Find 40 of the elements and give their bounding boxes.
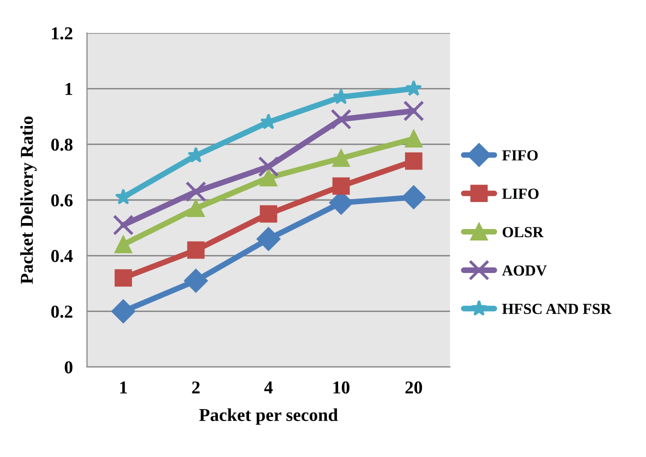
point — [111, 299, 136, 324]
x-tick-label: 4 — [264, 382, 273, 394]
point — [403, 100, 424, 122]
y-tick-label: 0.8 — [51, 138, 73, 151]
legend-label: FIFO — [502, 150, 538, 160]
point — [112, 214, 134, 236]
point — [256, 227, 280, 251]
legend-label: AODV — [502, 265, 547, 276]
y-tick-label: 0 — [64, 361, 72, 374]
point — [258, 156, 279, 178]
x-tick-label: 20 — [405, 381, 422, 394]
x-tick-label: 10 — [334, 381, 350, 394]
y-axis-title: Packet Delivery Ratio — [20, 116, 37, 284]
y-tick-label: 0.4 — [51, 250, 73, 262]
x-tick-label: 1 — [120, 382, 127, 394]
point — [332, 150, 350, 167]
point — [405, 130, 422, 148]
point — [332, 177, 350, 195]
point — [187, 241, 205, 259]
legend-label: LIFO — [502, 188, 539, 199]
y-tick-label: 1 — [66, 83, 72, 95]
point — [260, 205, 278, 223]
point — [114, 236, 132, 254]
point — [114, 269, 132, 287]
point — [187, 200, 205, 218]
point — [405, 152, 422, 170]
point — [260, 169, 278, 186]
point — [184, 268, 208, 293]
point — [185, 181, 206, 202]
point — [330, 108, 352, 130]
point — [114, 188, 132, 204]
y-tick-label: 1.2 — [52, 27, 72, 40]
point — [405, 80, 422, 96]
legend-label: OLSR — [502, 227, 544, 238]
point — [402, 185, 426, 210]
x-axis-title: Packet per second — [199, 408, 338, 425]
y-tick-label: 0.2 — [51, 306, 72, 318]
x-tick-label: 2 — [192, 381, 200, 394]
legend-label: HFSC AND FSR — [502, 304, 612, 314]
y-tick-label: 0.6 — [51, 194, 73, 207]
